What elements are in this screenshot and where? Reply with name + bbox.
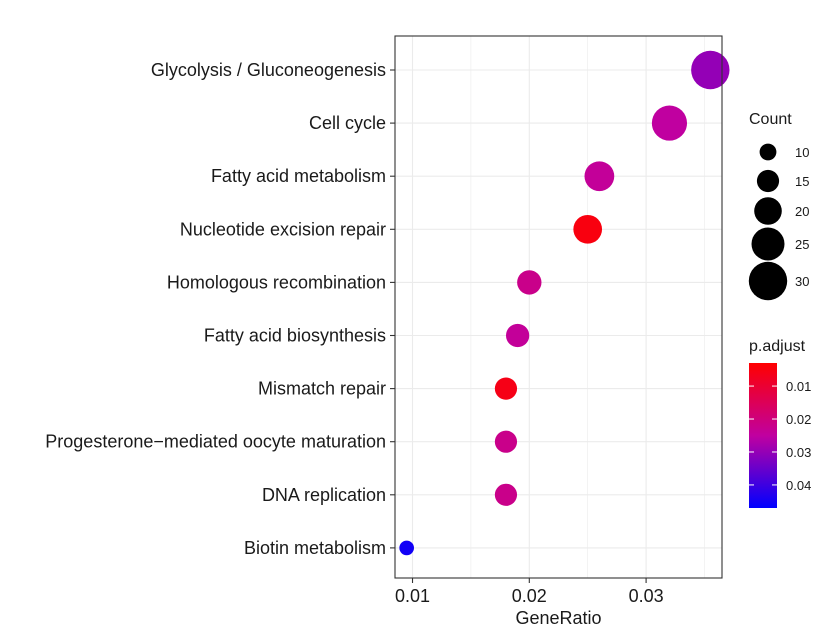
p-adjust-colorbar xyxy=(749,363,777,508)
x-axis: 0.01 0.02 0.03 xyxy=(395,578,664,606)
data-points xyxy=(399,50,730,556)
grid-lines xyxy=(395,36,722,578)
y-tick-label: Fatty acid metabolism xyxy=(211,166,386,186)
data-point xyxy=(691,50,730,90)
count-legend: Count 10 15 20 25 30 xyxy=(748,111,809,301)
count-legend-key xyxy=(751,227,785,261)
y-tick-label: DNA replication xyxy=(262,485,386,505)
x-tick-label: 0.01 xyxy=(395,586,430,606)
data-point xyxy=(494,377,518,400)
y-tick-label: Fatty acid biosynthesis xyxy=(204,326,386,346)
colorbar-label: 0.04 xyxy=(786,478,811,493)
count-legend-title: Count xyxy=(749,111,792,128)
colorbar-label: 0.02 xyxy=(786,412,811,427)
x-tick-label: 0.03 xyxy=(629,586,664,606)
count-legend-key xyxy=(756,169,780,193)
y-tick-label: Nucleotide excision repair xyxy=(180,219,386,239)
count-legend-key xyxy=(759,143,777,161)
y-axis: Glycolysis / Gluconeogenesis Cell cycle Fa… xyxy=(45,60,395,558)
count-legend-key xyxy=(748,261,788,301)
data-point xyxy=(584,161,615,192)
colorbar-label: 0.01 xyxy=(786,379,811,394)
y-tick-label: Mismatch repair xyxy=(258,379,386,399)
count-legend-label: 20 xyxy=(795,204,809,219)
data-point xyxy=(517,270,542,295)
count-legend-label: 30 xyxy=(795,274,809,289)
count-legend-label: 25 xyxy=(795,237,809,252)
y-tick-label: Progesterone−mediated oocyte maturation xyxy=(45,432,386,452)
x-tick-label: 0.02 xyxy=(512,586,547,606)
data-point xyxy=(399,540,414,556)
data-point xyxy=(651,105,688,141)
p-adjust-legend-title: p.adjust xyxy=(749,338,806,355)
count-legend-label: 15 xyxy=(795,174,809,189)
data-point xyxy=(494,483,518,506)
count-legend-key xyxy=(754,197,782,225)
plot-panel-border xyxy=(394,35,723,579)
data-point xyxy=(494,430,518,453)
y-tick-label: Glycolysis / Gluconeogenesis xyxy=(151,60,386,80)
count-legend-label: 10 xyxy=(795,145,809,160)
data-point xyxy=(573,214,603,244)
p-adjust-legend: p.adjust 0.01 0.02 0.03 0.04 xyxy=(749,338,811,508)
x-axis-title: GeneRatio xyxy=(515,608,601,628)
y-tick-label: Biotin metabolism xyxy=(244,538,386,558)
y-tick-label: Cell cycle xyxy=(309,113,386,133)
colorbar-label: 0.03 xyxy=(786,445,811,460)
y-tick-label: Homologous recombination xyxy=(167,272,386,292)
data-point xyxy=(505,323,530,348)
